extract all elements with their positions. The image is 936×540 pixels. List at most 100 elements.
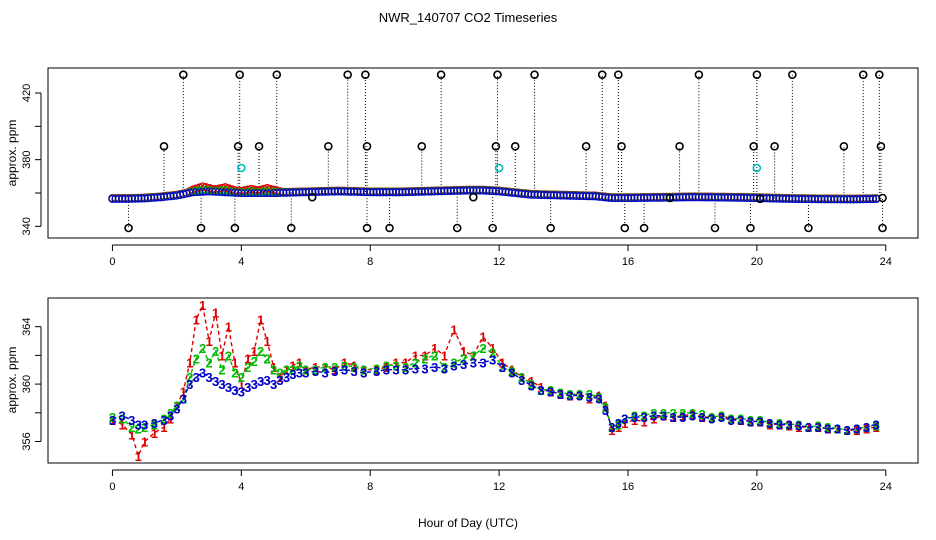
flagged-point <box>878 193 887 203</box>
data-point-series-3: 3 <box>518 373 525 388</box>
data-point-series-2: 2 <box>218 363 225 378</box>
data-point-series-1: 1 <box>128 427 135 442</box>
data-point-series-3: 3 <box>872 417 879 432</box>
flagged-point <box>770 142 779 151</box>
data-point-series-2: 2 <box>508 364 515 379</box>
data-point-series-1: 1 <box>151 426 158 441</box>
data-point-series-1: 1 <box>231 356 238 371</box>
x-tick-label: 0 <box>109 481 115 493</box>
data-point-series-3: 3 <box>251 377 258 392</box>
data-point-series-2: 2 <box>392 358 399 373</box>
data-point-series-2: 2 <box>805 420 812 435</box>
flagged-point <box>614 70 623 79</box>
data-point-series-3: 3 <box>421 361 428 376</box>
data-point-series-3: 3 <box>128 413 135 428</box>
flagged-point <box>639 223 649 233</box>
data-point-series-3: 3 <box>244 380 251 395</box>
data-point-series-2: 2 <box>824 420 831 435</box>
flagged-point <box>124 223 133 233</box>
data-point-series-3: 3 <box>508 366 515 381</box>
data-point-series-3: 3 <box>205 370 212 385</box>
data-point-series-2: 2 <box>238 370 245 385</box>
data-point-series-1: 1 <box>460 344 467 359</box>
data-point-series-1: 1 <box>118 417 125 432</box>
data-point-series-3: 3 <box>263 373 270 388</box>
x-tick-label: 16 <box>622 256 634 268</box>
data-point-series-1: 1 <box>537 380 544 395</box>
series-line-1 <box>112 302 877 458</box>
data-point-series-3: 3 <box>180 391 187 406</box>
data-point-series-1: 1 <box>276 370 283 385</box>
data-point-series-1: 1 <box>289 358 296 373</box>
data-point-series-1: 1 <box>547 384 554 399</box>
data-point-series-3: 3 <box>160 413 167 428</box>
flagged-point <box>839 142 849 151</box>
data-point-series-3: 3 <box>499 360 506 375</box>
data-point-series-3: 3 <box>576 389 583 404</box>
data-point-series-2: 2 <box>872 419 879 434</box>
data-point-series-3: 3 <box>276 373 283 388</box>
data-point-series-3: 3 <box>621 412 628 427</box>
data-point-series-1: 1 <box>238 377 245 392</box>
reference-point <box>752 163 762 173</box>
data-point-series-1: 1 <box>392 356 399 371</box>
data-point-series-2: 2 <box>225 348 232 363</box>
data-point-series-3: 3 <box>141 417 148 432</box>
flagged-point <box>362 142 372 151</box>
data-point-series-2: 2 <box>421 351 428 366</box>
data-point-series-3: 3 <box>747 414 754 429</box>
data-point-series-2: 2 <box>350 360 357 375</box>
data-point-series-2: 2 <box>270 363 277 378</box>
data-point-series-2: 2 <box>528 377 535 392</box>
data-point-series-2: 2 <box>402 360 409 375</box>
flagged-point <box>597 70 607 79</box>
data-point-series-2: 2 <box>718 409 725 424</box>
data-point-series-2: 2 <box>518 370 525 385</box>
data-point-series-2: 2 <box>231 366 238 381</box>
data-point-series-3: 3 <box>689 409 696 424</box>
flagged-point <box>675 142 684 151</box>
data-point-series-2: 2 <box>679 406 686 421</box>
data-point-series-2: 2 <box>412 356 419 371</box>
data-point-series-1: 1 <box>621 416 628 431</box>
data-point-series-1: 1 <box>109 413 116 428</box>
data-point-series-2: 2 <box>640 409 647 424</box>
data-point-series-3 <box>868 194 878 204</box>
data-point-series-3: 3 <box>225 380 232 395</box>
flagged-point <box>858 70 868 79</box>
panel-bottom-y-label: approx. ppm <box>5 347 19 414</box>
data-point-series-2: 2 <box>479 341 486 356</box>
data-point-series-3: 3 <box>615 416 622 431</box>
x-tick-label: 20 <box>751 256 763 268</box>
data-point-series-3: 3 <box>441 361 448 376</box>
data-point-series-2: 2 <box>489 346 496 361</box>
data-point-series-1: 1 <box>186 356 193 371</box>
data-point-series-1: 1 <box>312 360 319 375</box>
data-point-series-1: 1 <box>402 356 409 371</box>
data-point-series-3: 3 <box>698 410 705 425</box>
data-point-series-2: 2 <box>557 386 564 401</box>
data-point-series-3: 3 <box>708 412 715 427</box>
data-point-series-3: 3 <box>834 422 841 437</box>
data-point-series-2: 2 <box>853 422 860 437</box>
data-point-series-2: 2 <box>431 348 438 363</box>
data-point-series-2: 2 <box>814 419 821 434</box>
data-point-series-3: 3 <box>528 379 535 394</box>
data-point-series-3: 3 <box>402 363 409 378</box>
data-point-series-2: 2 <box>547 383 554 398</box>
series-line-3 <box>112 358 877 431</box>
data-point-series-2: 2 <box>669 406 676 421</box>
data-point-series-3: 3 <box>383 363 390 378</box>
data-point-series-2: 2 <box>283 363 290 378</box>
data-point-series-1: 1 <box>766 417 773 432</box>
data-point-series-1: 1 <box>602 399 609 414</box>
data-point-series-2: 2 <box>205 356 212 371</box>
data-point-series-1: 1 <box>489 341 496 356</box>
data-point-series-2: 2 <box>263 351 270 366</box>
data-point-series-1: 1 <box>508 363 515 378</box>
data-point-series-3: 3 <box>824 422 831 437</box>
data-point-series-3: 3 <box>608 420 615 435</box>
data-point-series-2: 2 <box>756 413 763 428</box>
